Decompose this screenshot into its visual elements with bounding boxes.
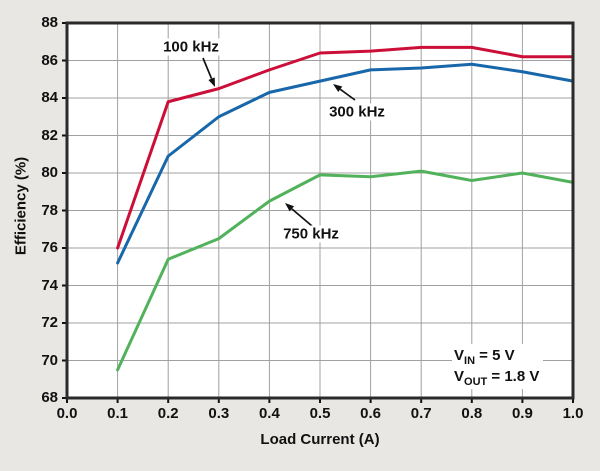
annotation-arrow-head: [333, 84, 343, 93]
series-line-100-khz: [116, 45, 575, 250]
series-line-300-khz: [116, 62, 575, 265]
series-line-750-khz: [116, 169, 575, 372]
plot-border: [65, 21, 575, 400]
annotation-arrow-shaft: [202, 57, 213, 80]
annotation-arrow-shaft: [291, 208, 313, 227]
annotation-arrow-shaft: [339, 88, 356, 101]
annotation-arrow-head: [285, 203, 295, 212]
annotation-arrow-head: [208, 77, 215, 87]
